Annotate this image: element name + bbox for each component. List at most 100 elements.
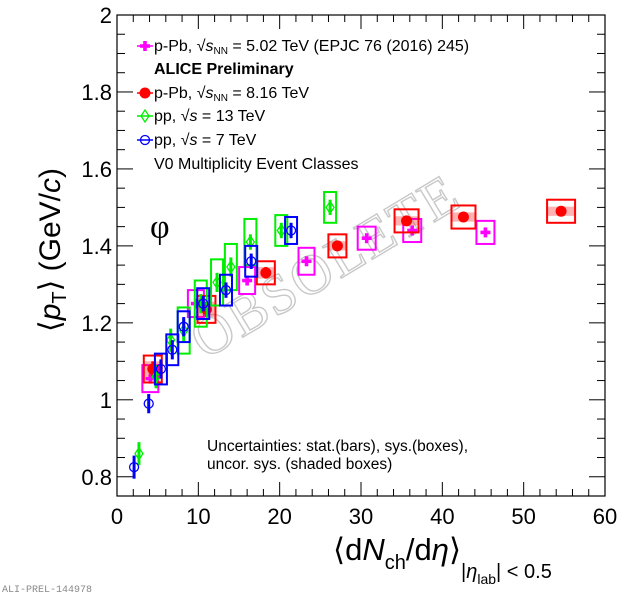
marker-diamond [165, 332, 176, 348]
marker-diamond [325, 200, 335, 215]
y-tick-label: 0.8 [81, 465, 112, 490]
axis-ticks [116, 14, 606, 497]
data-point [450, 204, 477, 230]
marker-open-circle [143, 398, 154, 409]
marker-cross-v [194, 298, 198, 309]
sys-box [196, 287, 211, 320]
marker-open-circle [167, 344, 178, 355]
data-point [244, 244, 259, 278]
marker-open-circle [285, 225, 297, 236]
x-tick-label: 50 [511, 504, 535, 529]
x-tick-label: 40 [430, 504, 454, 529]
marker-cross-v [245, 275, 249, 286]
marker-circle [401, 215, 413, 227]
data-point [128, 455, 140, 479]
data-point [297, 246, 316, 276]
marker-cross-v [304, 256, 309, 267]
data-point [143, 394, 154, 414]
marker-diamond [140, 108, 150, 124]
marker-diamond [226, 259, 236, 275]
legend-header: ALICE Preliminary [154, 61, 294, 78]
sys-box [193, 279, 208, 328]
data-point [153, 352, 168, 386]
sqrt-sign: √ [197, 38, 206, 55]
sys-box [393, 208, 420, 234]
sys-box [450, 204, 477, 230]
data-point [134, 442, 144, 466]
sys-box [176, 310, 191, 344]
data-point [327, 233, 348, 259]
y-tick-label: 2 [100, 3, 112, 28]
tick-labels: 0 10 20 30 40 50 60 0.8 1 1.2 1.4 1.6 1.8 2 [81, 3, 617, 529]
uncertainty-note-line1: Uncertainties: stat.(bars), sys.(boxes), [207, 438, 468, 455]
series-0 [141, 217, 496, 394]
legend-item-ppb502: p-Pb, √sNN = 5.02 TeV (EPJC 76 (2016) 24… [154, 38, 469, 57]
marker-cross-v [410, 225, 415, 236]
data-point [255, 260, 276, 286]
sys-box [165, 333, 180, 367]
uncertainty-note-line2: uncor. sys. (shaded boxes) [207, 456, 392, 473]
marker-open-circle [198, 298, 209, 309]
marker-open-circle [128, 461, 140, 473]
data-points [128, 191, 577, 479]
sys-box [356, 225, 377, 251]
legend-marker-2 [137, 108, 153, 124]
sys-box [238, 266, 257, 295]
x-tick-label: 10 [186, 504, 210, 529]
marker-cross-v [148, 373, 153, 384]
y-tick-label: 1.4 [81, 234, 112, 259]
y-tick-label: 1.8 [81, 80, 112, 105]
legend-footer: V0 Multiplicity Event Classes [154, 156, 359, 173]
x-axis-title: ⟨dNch/dη⟩|ηlab| < 0.5 [333, 532, 552, 587]
marker-circle [331, 240, 343, 252]
series-3 [128, 216, 299, 479]
particle-label: φ [150, 209, 170, 246]
legend-marker-1 [137, 87, 153, 99]
sys-box [274, 214, 289, 247]
sys-box [284, 216, 299, 245]
marker-circle [260, 267, 272, 279]
sys-box [297, 246, 316, 276]
legend-item-pp7: pp, √s = 7 TeV [154, 132, 257, 149]
data-point [165, 333, 180, 367]
legend-marker-3 [137, 134, 153, 146]
marker-cross-v [364, 233, 369, 244]
sys-box [327, 233, 348, 259]
data-point [165, 328, 176, 352]
legend: p-Pb, √sNN = 5.02 TeV (EPJC 76 (2016) 24… [137, 38, 469, 173]
legend-item-ppb816: p-Pb, √sNN = 8.16 TeV [154, 85, 309, 104]
marker-diamond [245, 234, 256, 250]
x-tick-label: 20 [267, 504, 291, 529]
data-point [323, 191, 338, 224]
marker-open-circle [139, 134, 151, 146]
sys-box [153, 352, 168, 386]
sys-box [402, 217, 423, 244]
y-tick-label: 1 [100, 388, 112, 413]
y-axis-title: ⟨pT⟩ (GeV/c) [34, 168, 71, 332]
sys-box [475, 219, 496, 245]
y-tick-label: 1.2 [81, 311, 112, 336]
marker-open-circle [246, 256, 257, 267]
marker-diamond [134, 446, 144, 461]
data-point [274, 214, 289, 247]
preliminary-id: ALI-PREL-144978 [2, 585, 93, 596]
data-point [218, 273, 233, 307]
sys-box [546, 198, 577, 224]
legend-item-pp13: pp, √s = 13 TeV [154, 108, 266, 125]
x-tick-label: 0 [111, 504, 123, 529]
marker-cross-v [143, 41, 147, 51]
data-point [475, 219, 496, 245]
data-point [176, 310, 191, 344]
marker-circle [555, 205, 567, 217]
marker-circle [457, 211, 469, 223]
data-point [393, 208, 420, 234]
y-tick-label: 1.6 [81, 157, 112, 182]
data-point [196, 287, 211, 320]
marker-open-circle [178, 321, 189, 332]
data-point [284, 216, 299, 245]
x-tick-label: 60 [593, 504, 617, 529]
marker-open-circle [220, 284, 232, 296]
marker-open-circle [155, 363, 167, 375]
data-point [356, 225, 377, 251]
